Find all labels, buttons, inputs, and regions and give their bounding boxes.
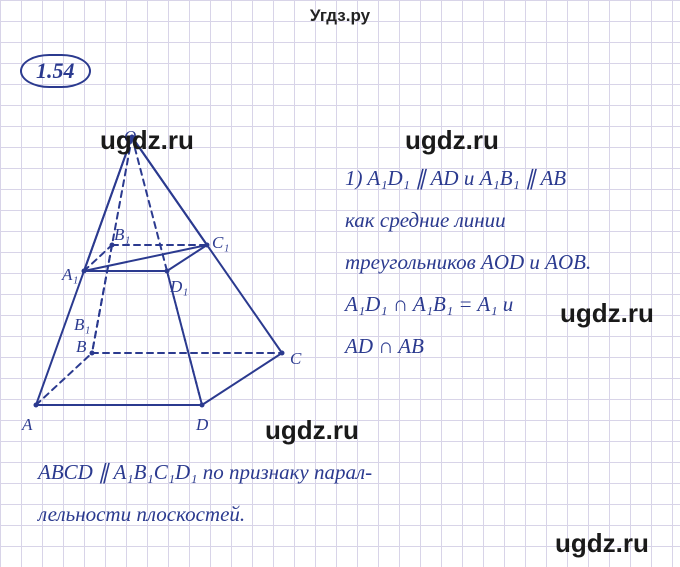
vertex-label: B₁ bbox=[74, 315, 90, 335]
watermark-text: ugdz.ru bbox=[100, 125, 194, 156]
watermark-text: ugdz.ru bbox=[265, 415, 359, 446]
handwritten-line: ABCD ∥ A₁B₁C₁D₁ по признаку парал- bbox=[38, 452, 372, 492]
vertex-label: A bbox=[22, 415, 32, 435]
handwritten-line: AD ∩ AB bbox=[345, 326, 424, 366]
vertex-label: D bbox=[196, 415, 208, 435]
vertex-label: D₁ bbox=[170, 277, 188, 297]
watermark-text: ugdz.ru bbox=[560, 298, 654, 329]
problem-number-badge: 1.54 bbox=[20, 54, 91, 88]
handwritten-line: 1) A₁D₁ ∥ AD и A₁B₁ ∥ AB bbox=[345, 158, 566, 198]
site-header: Угдз.ру bbox=[0, 6, 680, 26]
handwritten-line: A₁D₁ ∩ A₁B₁ = A₁ и bbox=[345, 284, 513, 324]
pyramid-diagram: OABCDA₁B₁C₁D₁B₁ bbox=[20, 125, 320, 425]
vertex-label: B₁ bbox=[114, 225, 130, 245]
handwritten-line: лельности плоскостей. bbox=[38, 494, 245, 534]
watermark-text: ugdz.ru bbox=[555, 528, 649, 559]
handwritten-line: треугольников AOD и AOB. bbox=[345, 242, 591, 282]
vertex-label: B bbox=[76, 337, 86, 357]
vertex-label: C₁ bbox=[212, 233, 229, 253]
vertex-label: A₁ bbox=[62, 265, 78, 285]
handwritten-line: как средние линии bbox=[345, 200, 506, 240]
vertex-label: C bbox=[290, 349, 301, 369]
watermark-text: ugdz.ru bbox=[405, 125, 499, 156]
